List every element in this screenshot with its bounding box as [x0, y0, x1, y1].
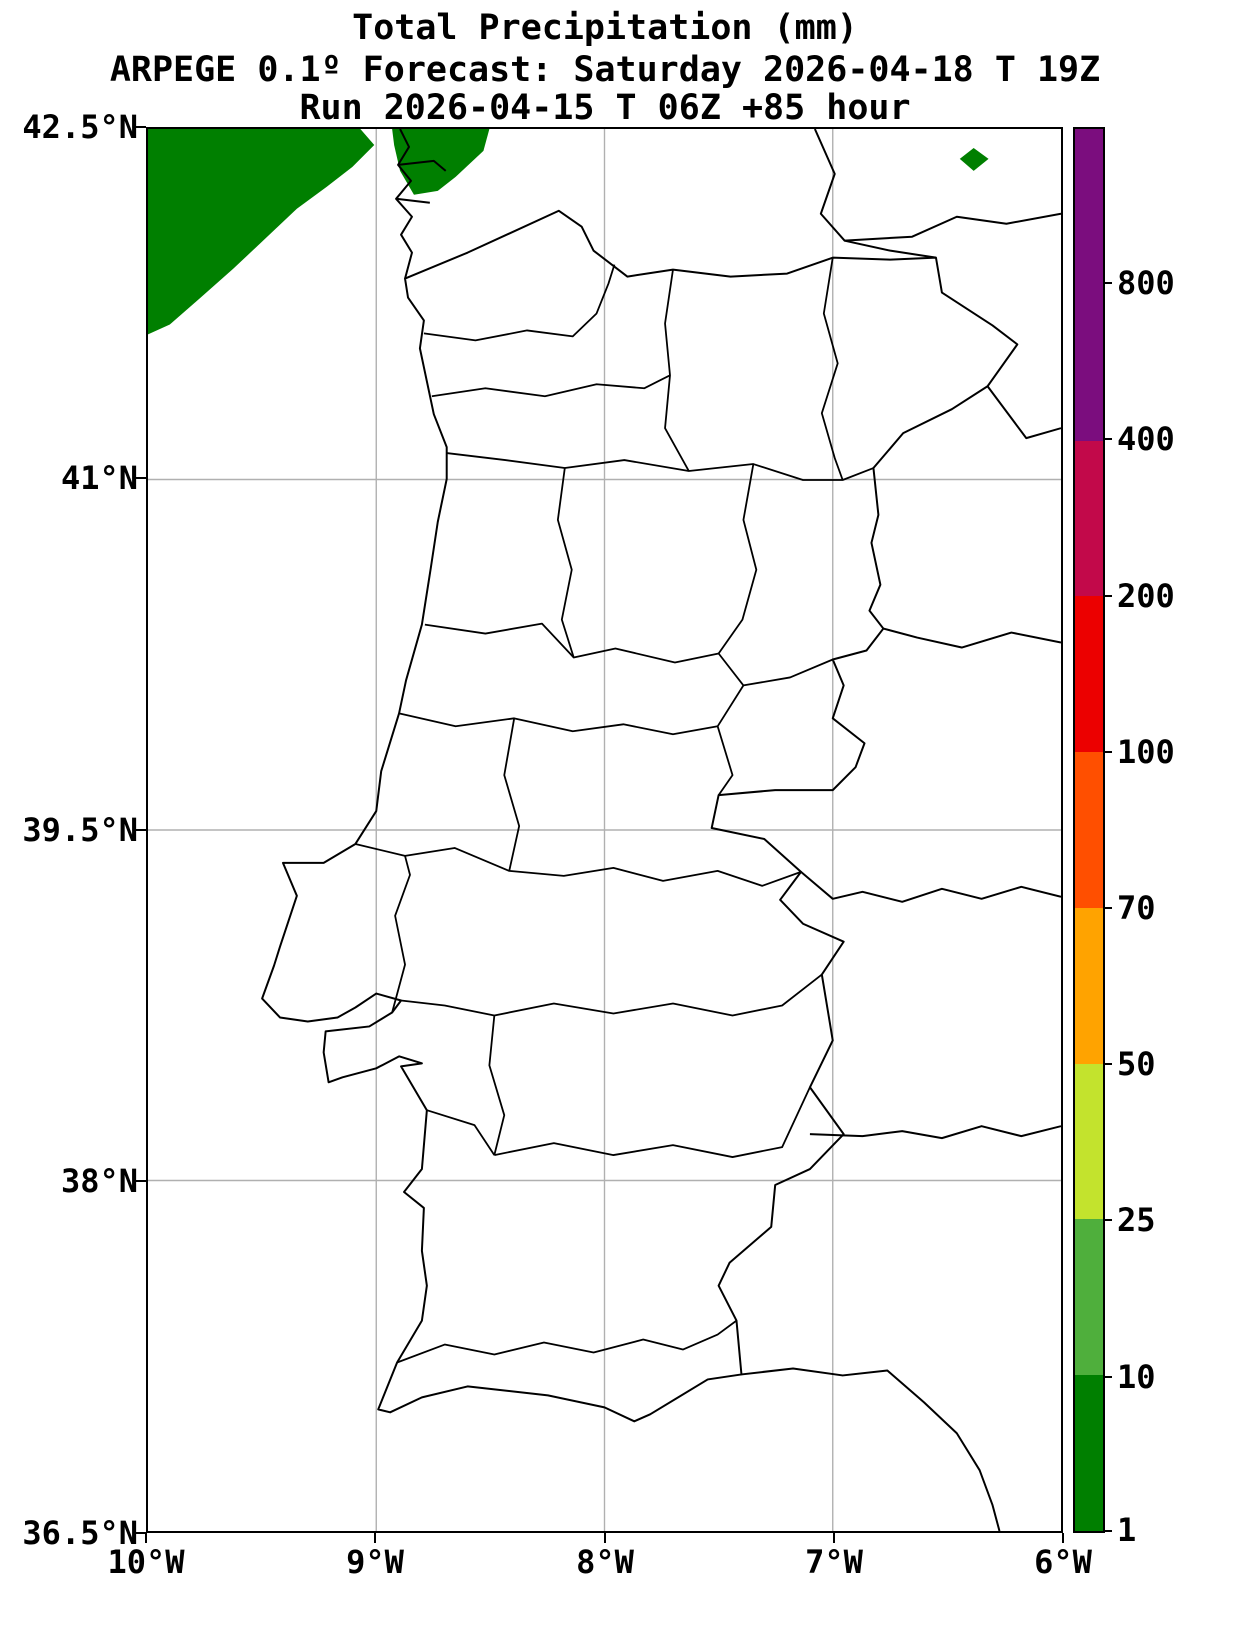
map-canvas	[148, 129, 1061, 1531]
colorbar-segment-50-70	[1075, 907, 1103, 1064]
colorbar-label-400: 400	[1117, 420, 1175, 458]
colorbar-label-10: 10	[1117, 1358, 1156, 1396]
y-tick-41n: 41°N	[60, 459, 138, 497]
precip-area-northwest-small	[392, 129, 490, 195]
x-tick-8w: 8°W	[576, 1543, 634, 1581]
colorbar	[1073, 127, 1105, 1533]
precipitation-areas	[148, 129, 989, 335]
portugal-border	[261, 209, 1019, 1423]
colorbar-label-200: 200	[1117, 577, 1175, 615]
colorbar-label-50: 50	[1117, 1045, 1156, 1083]
y-tick-38n: 38°N	[60, 1162, 138, 1200]
colorbar-label-100: 100	[1117, 733, 1175, 771]
y-tick-36-5n: 36.5°N	[22, 1514, 138, 1552]
chart-subtitle-run: Run 2026-04-15 T 06Z +85 hour	[299, 88, 911, 128]
x-tick-mark	[604, 1533, 606, 1543]
gulf-of-cadiz-coastline	[741, 1367, 1001, 1531]
galicia-coastline	[395, 129, 447, 279]
x-tick-7w: 7°W	[805, 1543, 863, 1581]
colorbar-segment-25-50	[1075, 1063, 1103, 1220]
x-tick-6w: 6°W	[1034, 1543, 1092, 1581]
x-tick-mark	[833, 1533, 835, 1543]
colorbar-tick	[1104, 438, 1112, 440]
colorbar-segment-100-200	[1075, 596, 1103, 753]
colorbar-segment-10-25	[1075, 1219, 1103, 1376]
grid-lines	[148, 129, 1061, 1531]
district-boundaries	[355, 257, 874, 1364]
colorbar-segment-200-400	[1075, 440, 1103, 597]
colorbar-segment-400-800	[1075, 284, 1103, 441]
y-tick-mark	[136, 1532, 146, 1534]
y-tick-mark	[136, 477, 146, 479]
colorbar-label-70: 70	[1117, 889, 1156, 927]
colorbar-segment-gt-800	[1075, 129, 1103, 285]
colorbar-label-800: 800	[1117, 264, 1175, 302]
colorbar-label-25: 25	[1117, 1201, 1156, 1239]
colorbar-tick	[1104, 1063, 1112, 1065]
colorbar-tick	[1104, 1530, 1112, 1532]
x-tick-mark	[374, 1533, 376, 1543]
y-tick-39-5n: 39.5°N	[22, 811, 138, 849]
y-tick-mark	[136, 829, 146, 831]
colorbar-tick	[1104, 1219, 1112, 1221]
x-tick-mark	[145, 1533, 147, 1543]
y-tick-mark	[136, 1180, 146, 1182]
x-tick-9w: 9°W	[346, 1543, 404, 1581]
colorbar-label-1: 1	[1117, 1511, 1137, 1549]
colorbar-tick	[1104, 907, 1112, 909]
colorbar-tick	[1104, 751, 1112, 753]
colorbar-segment-1-10	[1075, 1375, 1103, 1532]
map-plot-area	[146, 127, 1063, 1533]
precip-area-northwest-large	[148, 129, 375, 335]
colorbar-segment-70-100	[1075, 752, 1103, 908]
spain-boundaries	[741, 129, 1061, 1531]
colorbar-tick	[1104, 282, 1112, 284]
chart-title: Total Precipitation (mm)	[352, 8, 858, 48]
x-tick-10w: 10°W	[107, 1543, 185, 1581]
precip-area-northeast-spot	[959, 147, 989, 171]
y-tick-42-5n: 42.5°N	[22, 108, 138, 146]
x-tick-mark	[1062, 1533, 1064, 1543]
y-tick-mark	[136, 126, 146, 128]
colorbar-tick	[1104, 1376, 1112, 1378]
chart-subtitle-forecast: ARPEGE 0.1º Forecast: Saturday 2026-04-1…	[109, 50, 1101, 90]
colorbar-tick	[1104, 595, 1112, 597]
